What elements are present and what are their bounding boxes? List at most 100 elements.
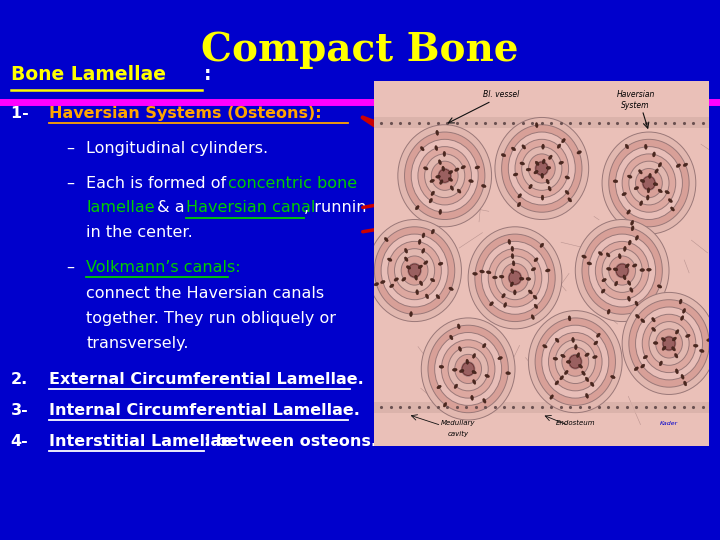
Circle shape <box>528 310 622 413</box>
Ellipse shape <box>652 327 656 332</box>
Ellipse shape <box>513 290 516 295</box>
Ellipse shape <box>675 354 678 358</box>
Circle shape <box>570 355 581 368</box>
Ellipse shape <box>443 151 446 157</box>
Ellipse shape <box>442 166 445 171</box>
Ellipse shape <box>430 179 434 183</box>
Circle shape <box>535 318 616 406</box>
Ellipse shape <box>457 324 460 329</box>
Ellipse shape <box>487 271 491 274</box>
Circle shape <box>418 146 472 205</box>
Ellipse shape <box>615 281 618 286</box>
Ellipse shape <box>420 281 423 286</box>
Ellipse shape <box>384 238 388 241</box>
Text: –: – <box>66 260 74 275</box>
Ellipse shape <box>653 342 658 345</box>
Ellipse shape <box>657 285 662 288</box>
Ellipse shape <box>546 179 549 184</box>
Ellipse shape <box>439 210 441 214</box>
Ellipse shape <box>640 179 645 183</box>
Ellipse shape <box>548 186 552 191</box>
Ellipse shape <box>526 278 531 280</box>
Ellipse shape <box>594 341 598 345</box>
Ellipse shape <box>639 170 642 174</box>
Ellipse shape <box>635 301 638 306</box>
Ellipse shape <box>498 356 503 360</box>
Ellipse shape <box>436 130 438 136</box>
Ellipse shape <box>585 393 588 399</box>
Bar <box>0 0 720 100</box>
Circle shape <box>622 293 716 394</box>
Circle shape <box>502 125 582 212</box>
Text: : between osteons.: : between osteons. <box>204 434 377 449</box>
Ellipse shape <box>416 289 418 295</box>
Circle shape <box>522 146 562 190</box>
Ellipse shape <box>387 258 392 261</box>
Text: Each is formed of: Each is formed of <box>86 176 232 191</box>
Circle shape <box>508 271 522 285</box>
Circle shape <box>602 132 696 234</box>
Ellipse shape <box>625 264 629 268</box>
Ellipse shape <box>449 171 453 174</box>
Circle shape <box>398 125 492 227</box>
Ellipse shape <box>435 146 438 151</box>
Text: Compact Bone: Compact Bone <box>202 31 518 69</box>
Ellipse shape <box>541 144 544 149</box>
Text: System: System <box>621 102 649 110</box>
Circle shape <box>438 169 451 183</box>
Ellipse shape <box>518 194 521 198</box>
Ellipse shape <box>578 364 582 368</box>
Circle shape <box>408 264 420 277</box>
Ellipse shape <box>418 265 423 268</box>
Ellipse shape <box>550 395 554 399</box>
Circle shape <box>455 354 482 383</box>
Ellipse shape <box>587 262 592 265</box>
Ellipse shape <box>568 316 571 321</box>
Text: Bone Lamellae: Bone Lamellae <box>11 65 166 84</box>
Ellipse shape <box>639 201 643 206</box>
Circle shape <box>643 177 655 190</box>
Ellipse shape <box>654 169 658 173</box>
Circle shape <box>542 325 609 398</box>
Circle shape <box>622 154 676 212</box>
Ellipse shape <box>634 367 639 370</box>
Ellipse shape <box>582 371 585 375</box>
Ellipse shape <box>606 253 610 257</box>
Ellipse shape <box>541 173 544 178</box>
Text: –: – <box>66 141 74 156</box>
Ellipse shape <box>472 272 477 275</box>
Circle shape <box>636 168 662 198</box>
Ellipse shape <box>472 380 476 384</box>
Ellipse shape <box>627 281 631 285</box>
Ellipse shape <box>628 296 631 301</box>
Text: Volkmann’s canals:: Volkmann’s canals: <box>86 260 241 275</box>
Ellipse shape <box>647 268 652 271</box>
Ellipse shape <box>684 381 687 386</box>
Circle shape <box>656 329 683 358</box>
Ellipse shape <box>426 294 428 299</box>
Ellipse shape <box>422 248 425 253</box>
Ellipse shape <box>415 275 418 280</box>
Circle shape <box>431 161 458 190</box>
Ellipse shape <box>675 369 678 374</box>
Circle shape <box>562 347 589 376</box>
Ellipse shape <box>707 339 711 341</box>
Text: in the center.: in the center. <box>86 225 193 240</box>
Ellipse shape <box>536 123 538 127</box>
Ellipse shape <box>449 178 453 181</box>
Ellipse shape <box>459 347 462 352</box>
Text: Endosteum: Endosteum <box>555 421 595 427</box>
Ellipse shape <box>641 319 645 323</box>
Ellipse shape <box>418 239 421 245</box>
Ellipse shape <box>437 385 441 389</box>
Text: & a: & a <box>152 200 189 215</box>
Ellipse shape <box>505 372 510 375</box>
Ellipse shape <box>440 180 443 184</box>
Ellipse shape <box>543 345 547 348</box>
Circle shape <box>425 154 465 198</box>
Ellipse shape <box>444 402 447 407</box>
Text: 2.: 2. <box>11 372 28 387</box>
Ellipse shape <box>454 168 459 171</box>
Circle shape <box>435 333 502 406</box>
Ellipse shape <box>555 338 559 342</box>
